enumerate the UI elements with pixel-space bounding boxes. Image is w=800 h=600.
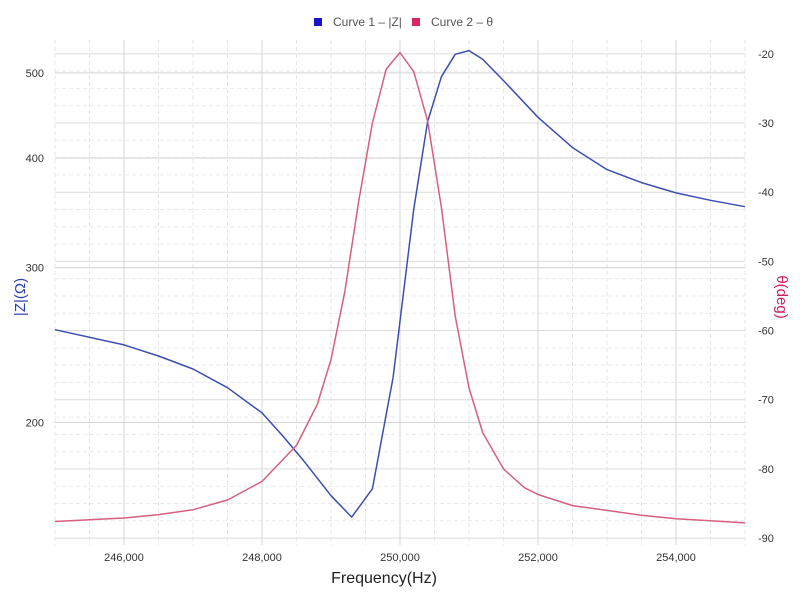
left-tick-label: 300: [26, 263, 44, 275]
left-tick-label: 200: [26, 417, 44, 429]
right-tick-label: -30: [758, 118, 774, 130]
legend-label: Curve 2 – θ: [431, 15, 493, 29]
x-tick-label: 252,000: [518, 552, 558, 564]
legend-swatch: [314, 18, 322, 26]
x-tick-label: 246,000: [104, 552, 144, 564]
right-tick-label: -80: [758, 464, 774, 476]
x-tick-label: 248,000: [242, 552, 282, 564]
right-axis-ticks: -20 -30 -40 -50 -60 -70 -80 -90: [758, 49, 774, 545]
legend: Curve 1 – |Z| Curve 2 – θ: [314, 15, 493, 29]
x-axis-ticks: 246,000 248,000 250,000 252,000 254,000: [104, 552, 696, 564]
left-tick-label: 400: [26, 153, 44, 165]
legend-label: Curve 1 – |Z|: [333, 15, 402, 29]
right-tick-label: -20: [758, 49, 774, 61]
left-axis-ticks: 200 300 400 500: [26, 68, 44, 429]
right-tick-label: -60: [758, 326, 774, 338]
series-impedance-line: [54, 49, 746, 518]
legend-swatch: [412, 18, 420, 26]
x-tick-label: 250,000: [380, 552, 420, 564]
series-layer: [54, 49, 746, 524]
left-tick-label: 500: [26, 68, 44, 80]
right-axis-title: θ(deg): [773, 275, 790, 318]
right-tick-label: -40: [758, 187, 774, 199]
right-tick-label: -90: [758, 533, 774, 545]
right-tick-label: -50: [758, 256, 774, 268]
x-tick-label: 254,000: [656, 552, 696, 564]
series-phase-line: [54, 51, 746, 524]
grid-lines: [54, 40, 746, 545]
right-tick-label: -70: [758, 395, 774, 407]
x-axis-title: Frequency(Hz): [331, 570, 437, 587]
left-axis-title: |Z|(Ω): [12, 278, 29, 316]
